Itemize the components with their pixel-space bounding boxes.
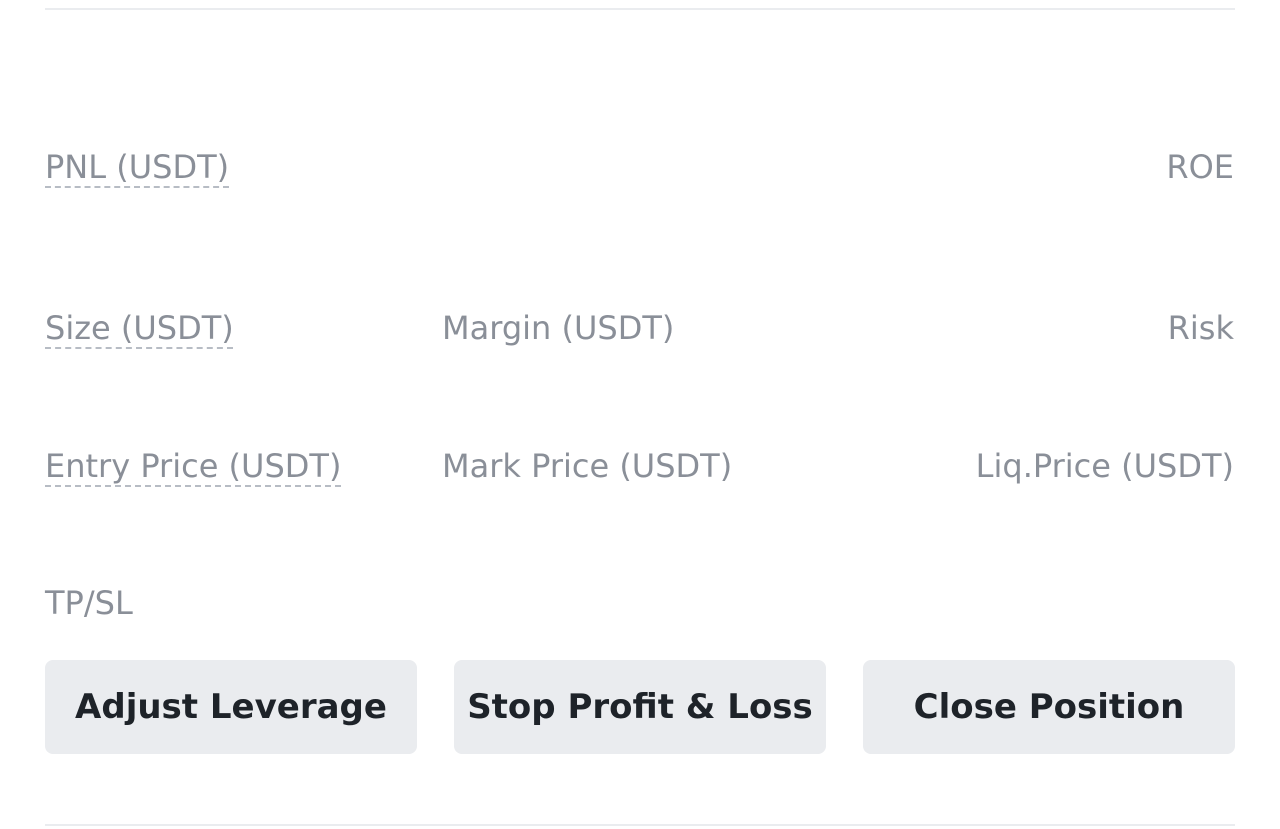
- risk-label: Risk: [1167, 309, 1234, 347]
- margin-label: Margin (USDT): [442, 309, 675, 347]
- mark-price-label: Mark Price (USDT): [442, 447, 733, 485]
- size-label[interactable]: Size (USDT): [45, 309, 234, 347]
- pnl-label[interactable]: PNL (USDT): [45, 148, 230, 186]
- bottom-divider: [45, 824, 1235, 826]
- roe-label: ROE: [1166, 148, 1234, 186]
- adjust-leverage-button[interactable]: Adjust Leverage: [45, 660, 417, 754]
- tpsl-label: TP/SL: [45, 584, 133, 622]
- close-position-button[interactable]: Close Position: [863, 660, 1235, 754]
- entry-price-label[interactable]: Entry Price (USDT): [45, 447, 342, 485]
- top-divider: [45, 8, 1235, 10]
- liq-price-label: Liq.Price (USDT): [975, 447, 1234, 485]
- stop-profit-loss-button[interactable]: Stop Profit & Loss: [454, 660, 826, 754]
